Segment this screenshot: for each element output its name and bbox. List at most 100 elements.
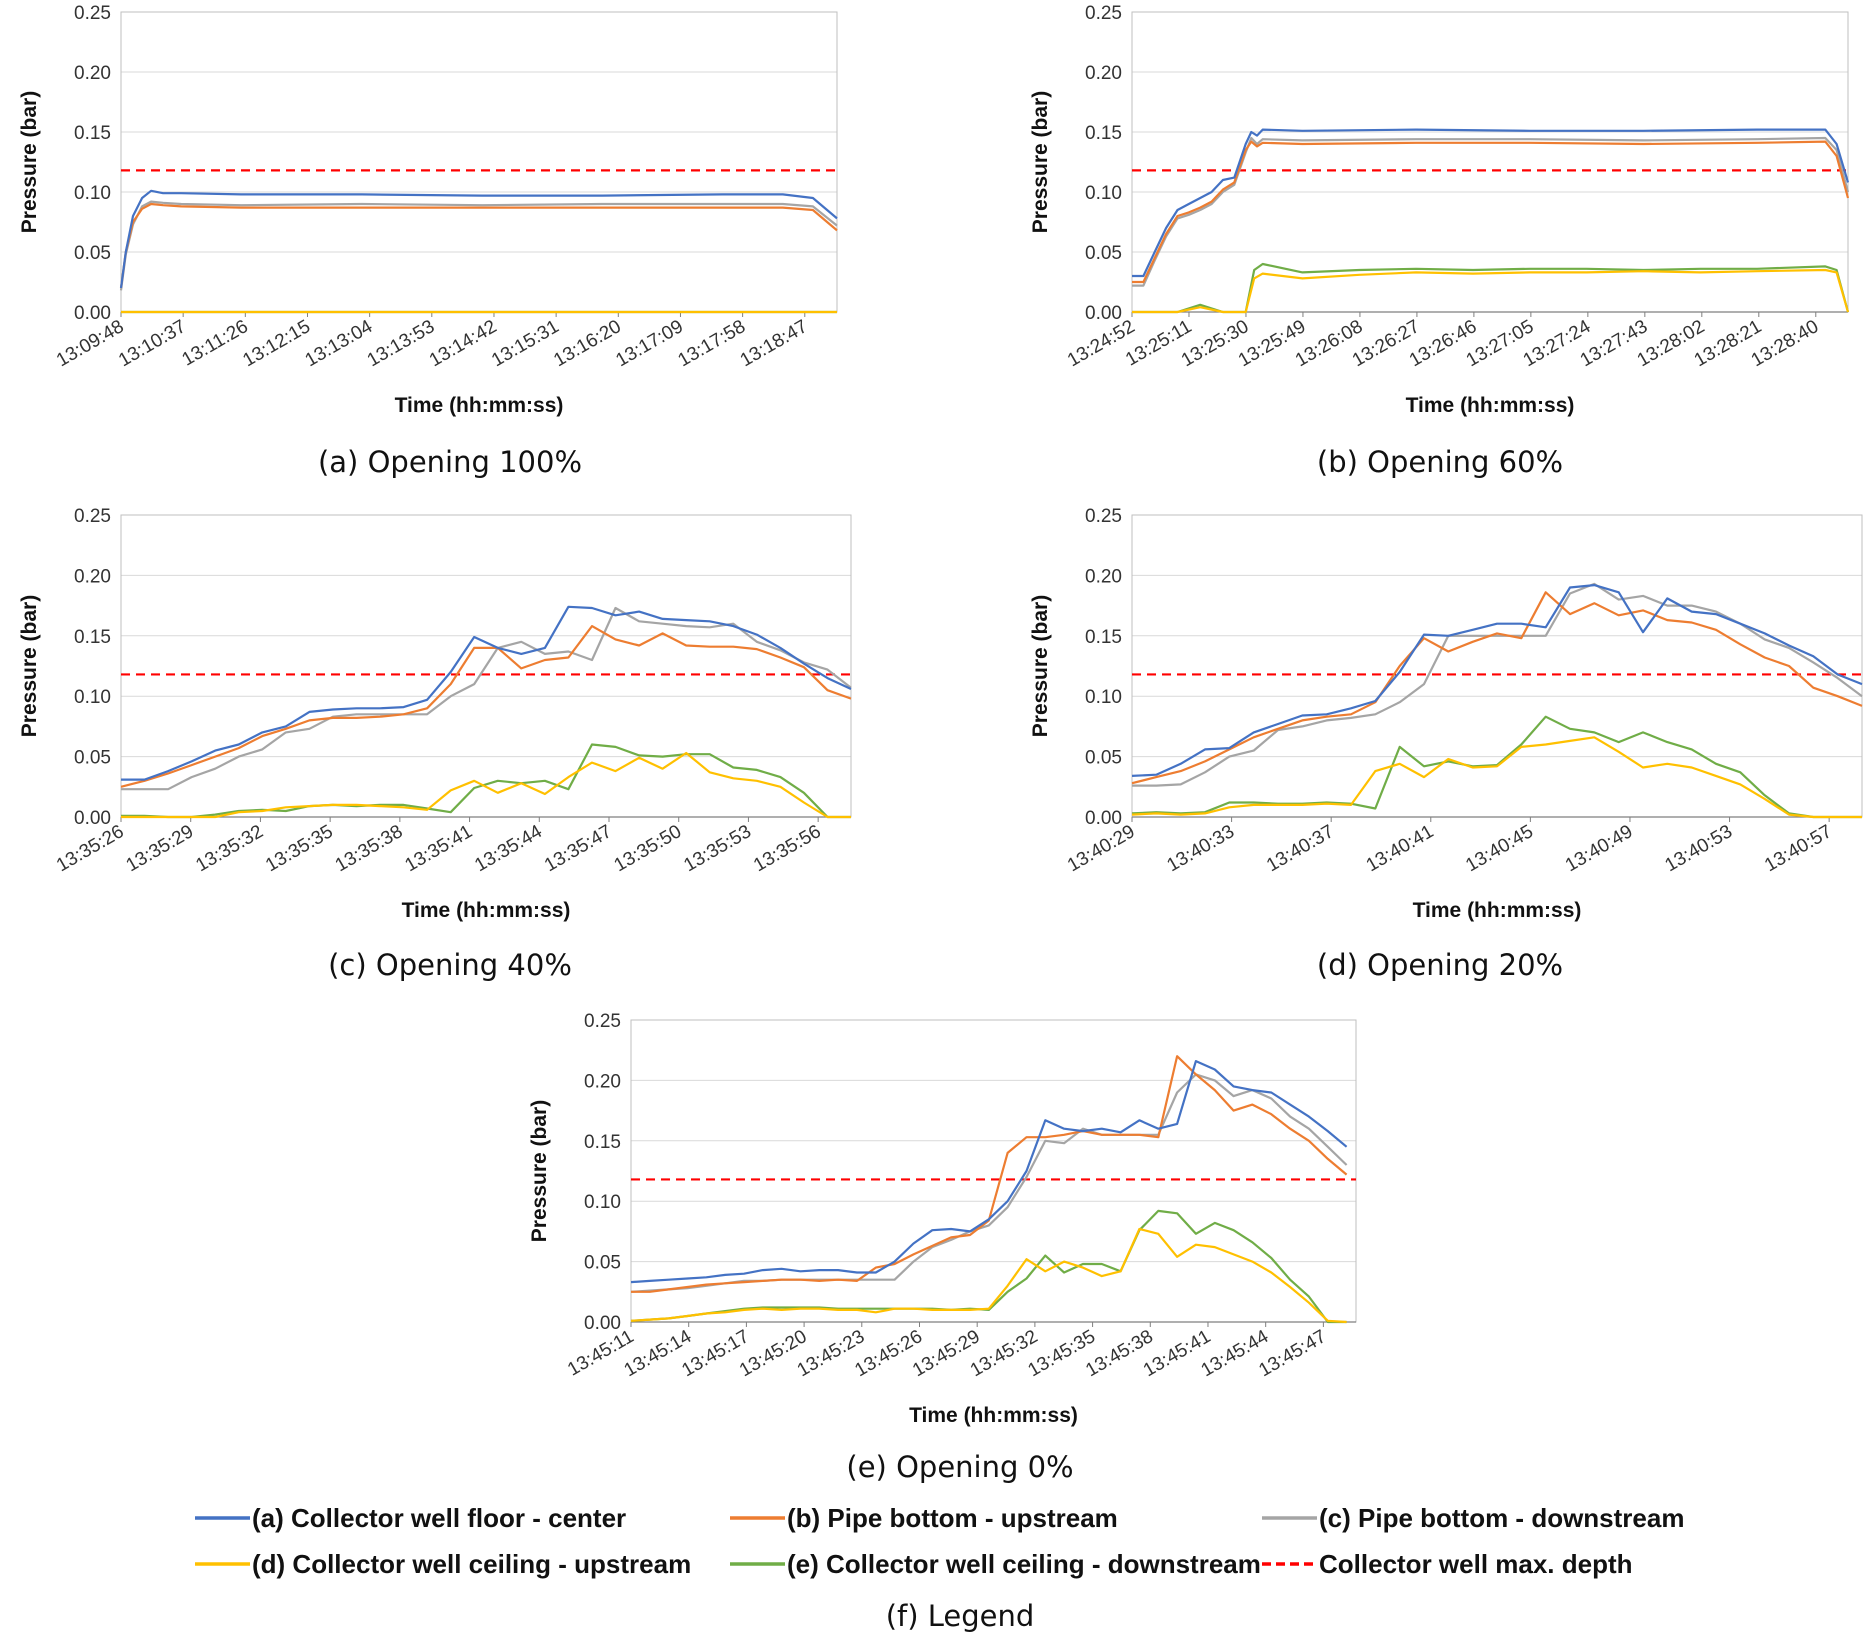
y-axis-title: Pressure (bar) [18,91,41,233]
series-line-c [121,606,852,791]
series-line-d [1132,268,1850,314]
series-line-d [121,751,851,819]
y-tick-label: 0.05 [1085,748,1122,769]
y-tick-label: 0.05 [74,748,111,769]
y-tick-label: 0.25 [1085,3,1122,24]
y-tick-label: 0.15 [584,1132,621,1153]
y-tick-label: 0.00 [1085,303,1122,324]
x-tick-label: 13:13:53 [364,316,439,371]
series-line-e [121,743,851,819]
x-tick-label: 13:35:47 [541,821,616,876]
y-tick-label: 0.25 [74,506,111,527]
legend-item-b: (b) Pipe bottom - upstream [730,1503,1118,1533]
y-tick-label: 0.20 [1085,566,1122,587]
series-line-d [630,1227,1347,1324]
x-tick-label: 13:40:57 [1761,821,1836,876]
x-axis-title: Time (hh:mm:ss) [909,1404,1078,1427]
chart-panel-3: 0.00 0.05 0.10 0.15 0.20 0.25 13:40:29 13:40:33… [1029,506,1863,982]
y-tick-label: 0.15 [74,123,111,144]
x-tick-label: 13:40:53 [1661,821,1736,876]
legend-item-c: (c) Pipe bottom - downstream [1262,1503,1684,1533]
x-tick-label: 13:17:58 [675,316,750,371]
x-tick-label: 13:35:56 [750,821,825,876]
y-tick-label: 0.20 [1085,63,1122,84]
y-tick-label: 0.10 [74,183,111,204]
y-tick-label: 0.05 [1085,243,1122,264]
legend: (a) Collector well floor - center (b) Pip… [195,1503,1684,1632]
panel-caption: (e) Opening 0% [846,1450,1073,1484]
y-tick-label: 0.25 [74,3,111,24]
x-tick-label: 13:40:29 [1064,821,1139,876]
y-tick-label: 0.10 [1085,183,1122,204]
panel-caption: (a) Opening 100% [318,445,582,479]
series-line-c [1132,582,1863,787]
x-tick-label: 13:40:49 [1562,821,1637,876]
series-line-e [630,1209,1347,1324]
x-tick-label: 13:35:53 [680,821,755,876]
series-line-b [1132,140,1850,284]
y-tick-label: 0.10 [584,1192,621,1213]
legend-label: (c) Pipe bottom - downstream [1319,1503,1684,1533]
series-line-c [119,200,838,291]
x-axis-title: Time (hh:mm:ss) [1406,394,1575,417]
x-tick-label: 13:35:32 [192,821,267,876]
y-tick-label: 0.10 [1085,687,1122,708]
y-tick-label: 0.20 [74,566,111,587]
y-tick-label: 0.00 [74,303,111,324]
y-axis-title: Pressure (bar) [528,1100,551,1242]
series-line-a [121,605,852,781]
y-axis-title: Pressure (bar) [1029,595,1052,737]
panel-caption: (d) Opening 20% [1317,948,1563,982]
series-line-a [1132,128,1850,278]
series-line-a [1131,583,1863,777]
x-tick-label: 13:18:47 [737,316,812,371]
y-tick-label: 0.10 [74,687,111,708]
x-tick-label: 13:17:09 [612,316,687,371]
x-tick-label: 13:10:37 [115,316,190,371]
x-tick-label: 13:12:15 [239,316,314,371]
series-line-b [120,624,852,788]
legend-item-d: (d) Collector well ceiling - upstream [195,1549,691,1579]
y-tick-label: 0.00 [584,1313,621,1334]
x-tick-label: 13:13:04 [302,316,377,371]
y-tick-label: 0.05 [74,243,111,264]
x-tick-label: 13:35:38 [332,821,407,876]
x-tick-label: 13:35:44 [471,821,546,876]
x-tick-label: 13:40:45 [1462,821,1537,876]
x-axis-title: Time (hh:mm:ss) [402,899,571,922]
y-tick-label: 0.25 [1085,506,1122,527]
legend-item-e: (e) Collector well ceiling - downstream [730,1549,1261,1579]
legend-label: (a) Collector well floor - center [252,1503,626,1533]
x-tick-label: 13:15:31 [488,316,563,371]
legend-item-ref: Collector well max. depth [1262,1549,1633,1579]
x-tick-label: 13:40:33 [1164,821,1239,876]
x-tick-label: 13:35:41 [402,821,477,876]
x-axis-title: Time (hh:mm:ss) [1413,899,1582,922]
x-tick-label: 13:14:42 [426,316,501,371]
x-tick-label: 13:11:26 [178,316,251,370]
plot-frame [120,11,838,313]
legend-item-a: (a) Collector well floor - center [195,1503,626,1533]
x-tick-label: 13:40:37 [1263,821,1338,876]
y-tick-label: 0.15 [1085,123,1122,144]
x-axis-title: Time (hh:mm:ss) [395,394,564,417]
plot-frame [1131,514,1863,818]
panel-caption: (b) Opening 60% [1317,445,1563,479]
series-line-a [119,189,838,289]
chart-panel-0: 0.00 0.05 0.10 0.15 0.20 0.25 13:09:4813:10:37… [18,3,838,479]
x-tick-label: 13:40:41 [1363,821,1438,876]
y-tick-label: 0.05 [584,1253,621,1274]
x-tick-label: 13:45:47 [1255,1326,1330,1381]
x-tick-label: 13:35:50 [611,821,686,876]
x-tick-label: 13:35:29 [123,821,198,876]
y-tick-label: 0.15 [74,627,111,648]
series-line-a [630,1059,1348,1284]
series-line-d [1131,736,1862,819]
legend-label: Collector well max. depth [1319,1549,1633,1579]
series-line-b [119,202,838,289]
chart-panel-2: 0.00 0.05 0.10 0.15 0.20 0.25 13:35:2613:35:29… [18,506,852,982]
x-tick-label: 13:16:20 [550,316,625,371]
x-tick-label: 13:35:35 [262,821,337,876]
legend-label: (d) Collector well ceiling - upstream [252,1549,691,1579]
